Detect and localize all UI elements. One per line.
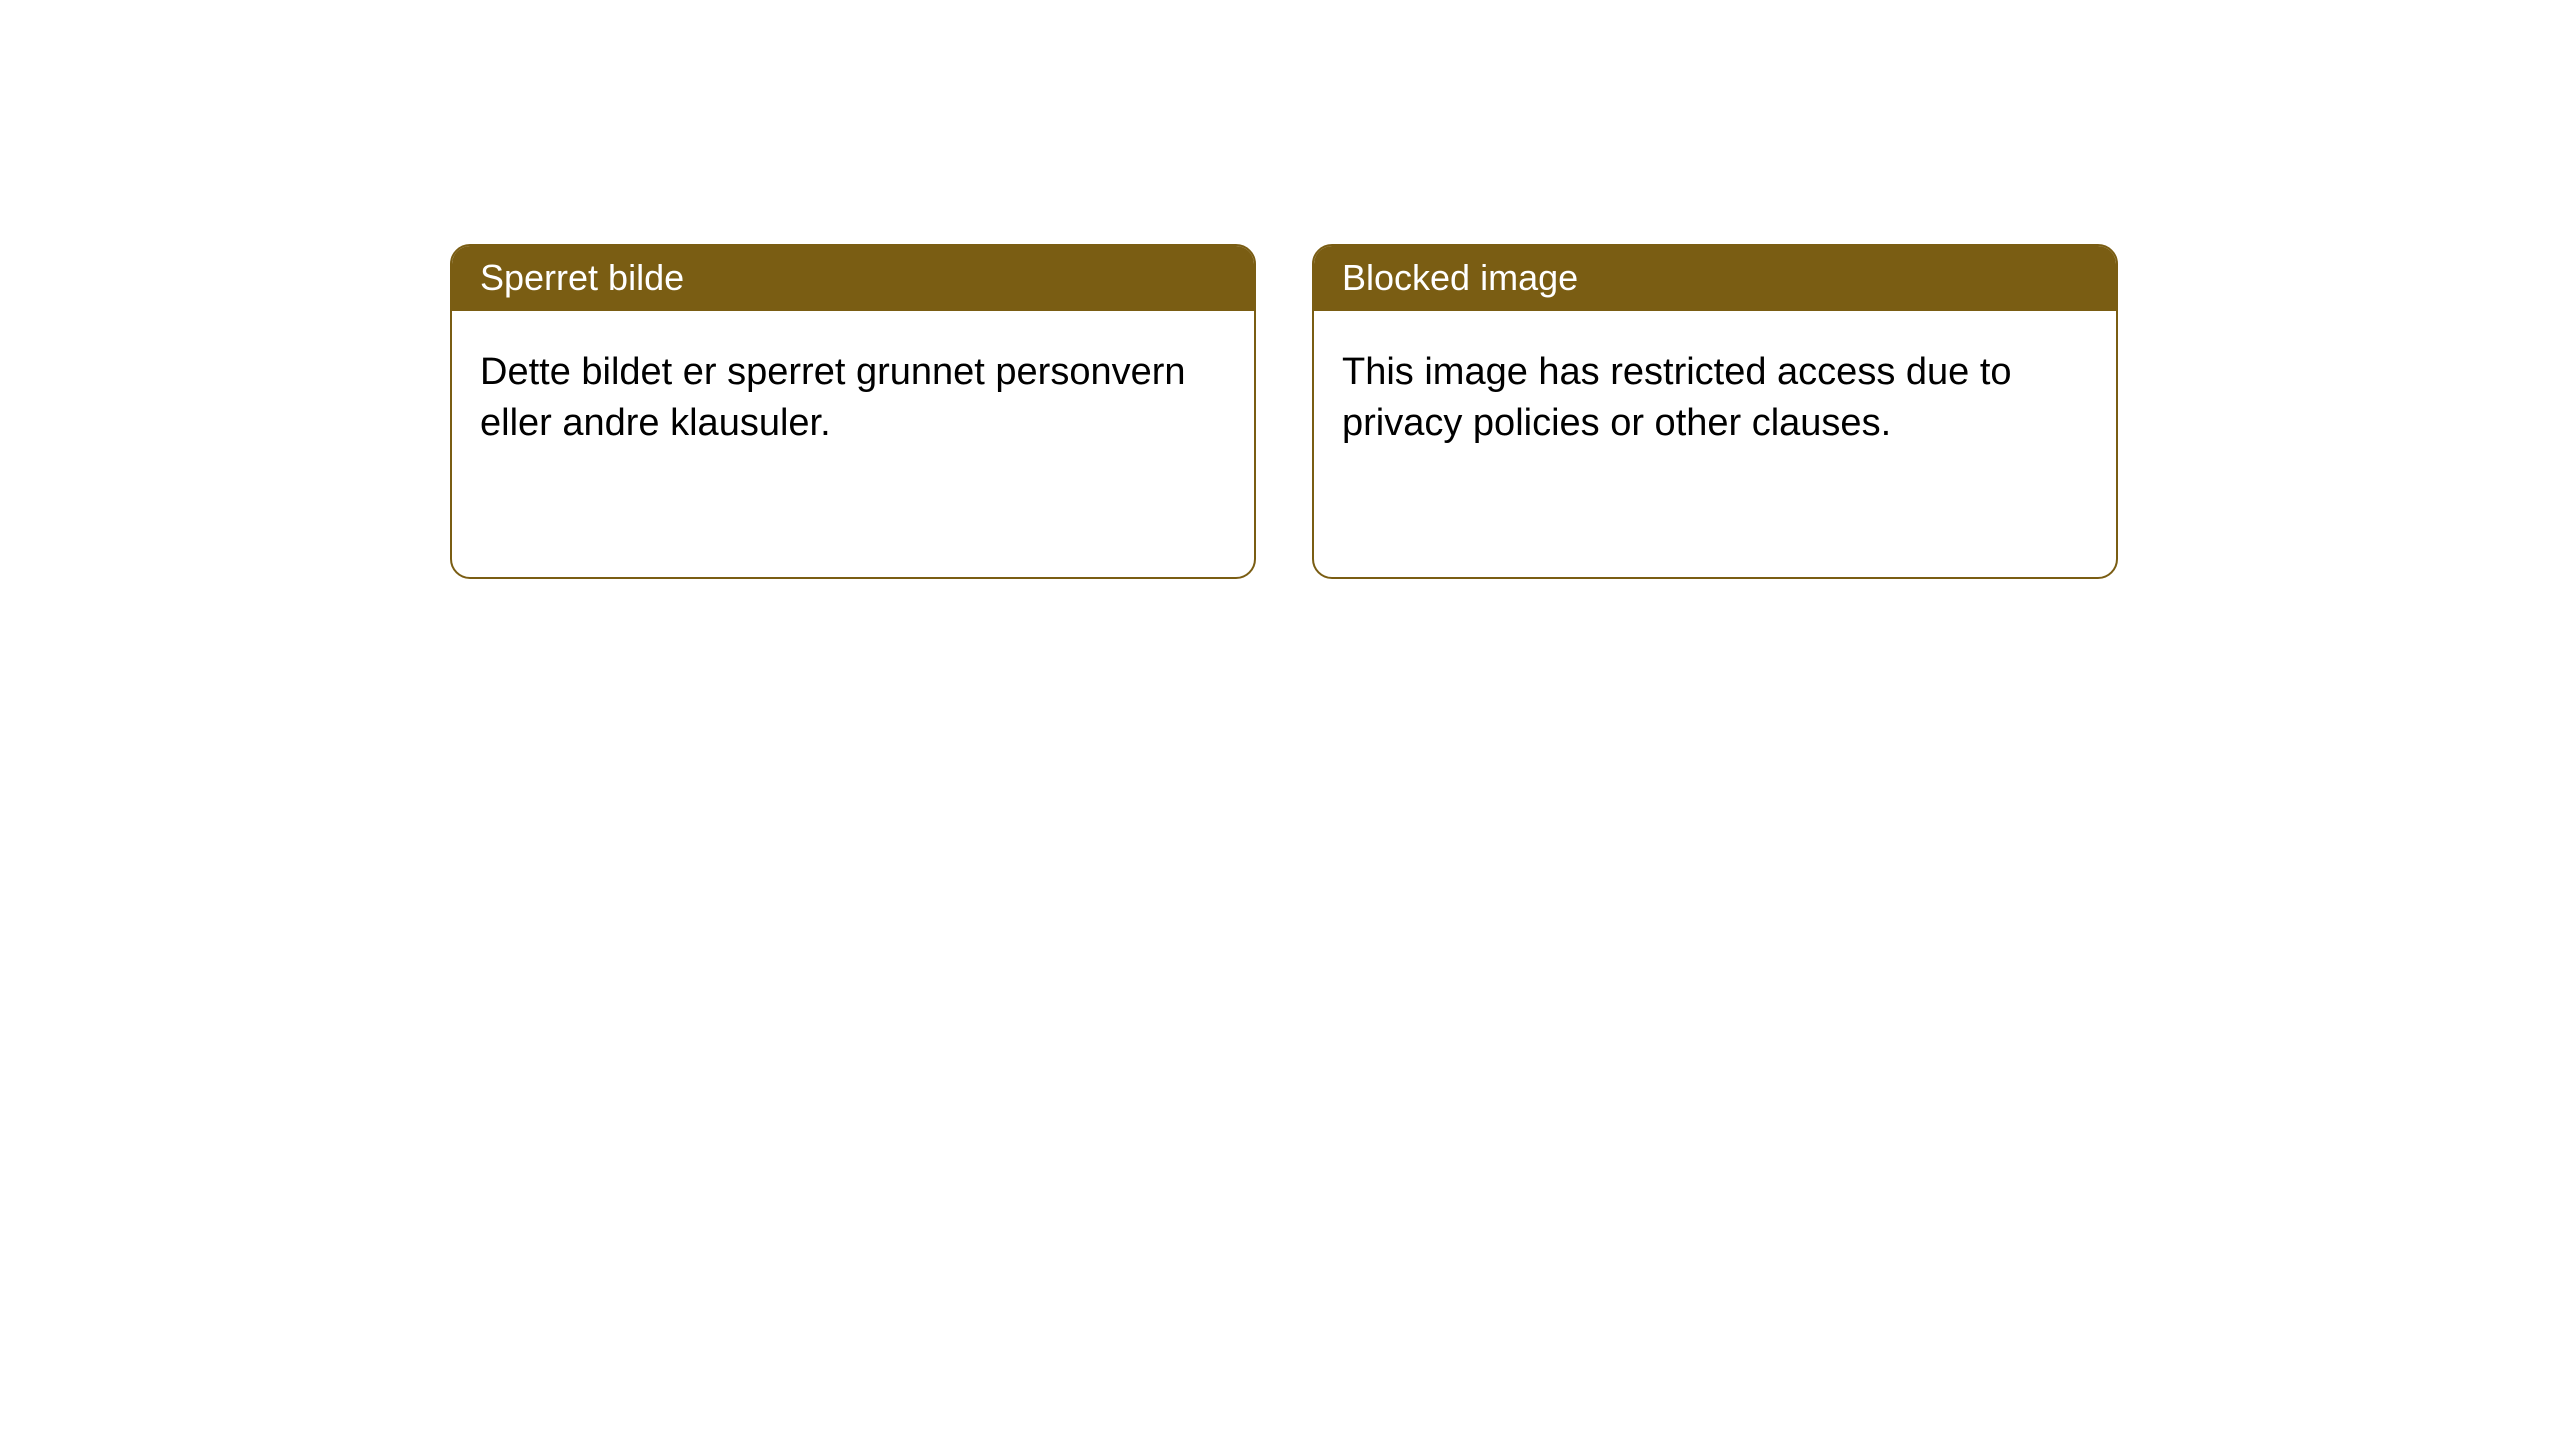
card-title: Blocked image: [1342, 257, 1578, 298]
card-body: This image has restricted access due to …: [1314, 311, 2116, 486]
card-body: Dette bildet er sperret grunnet personve…: [452, 311, 1254, 486]
blocked-image-card-en: Blocked image This image has restricted …: [1312, 244, 2118, 579]
card-message: This image has restricted access due to …: [1342, 351, 2012, 444]
notice-container: Sperret bilde Dette bildet er sperret gr…: [0, 0, 2560, 579]
blocked-image-card-no: Sperret bilde Dette bildet er sperret gr…: [450, 244, 1256, 579]
card-header: Blocked image: [1314, 246, 2116, 311]
card-title: Sperret bilde: [480, 257, 684, 298]
card-header: Sperret bilde: [452, 246, 1254, 311]
card-message: Dette bildet er sperret grunnet personve…: [480, 351, 1186, 444]
